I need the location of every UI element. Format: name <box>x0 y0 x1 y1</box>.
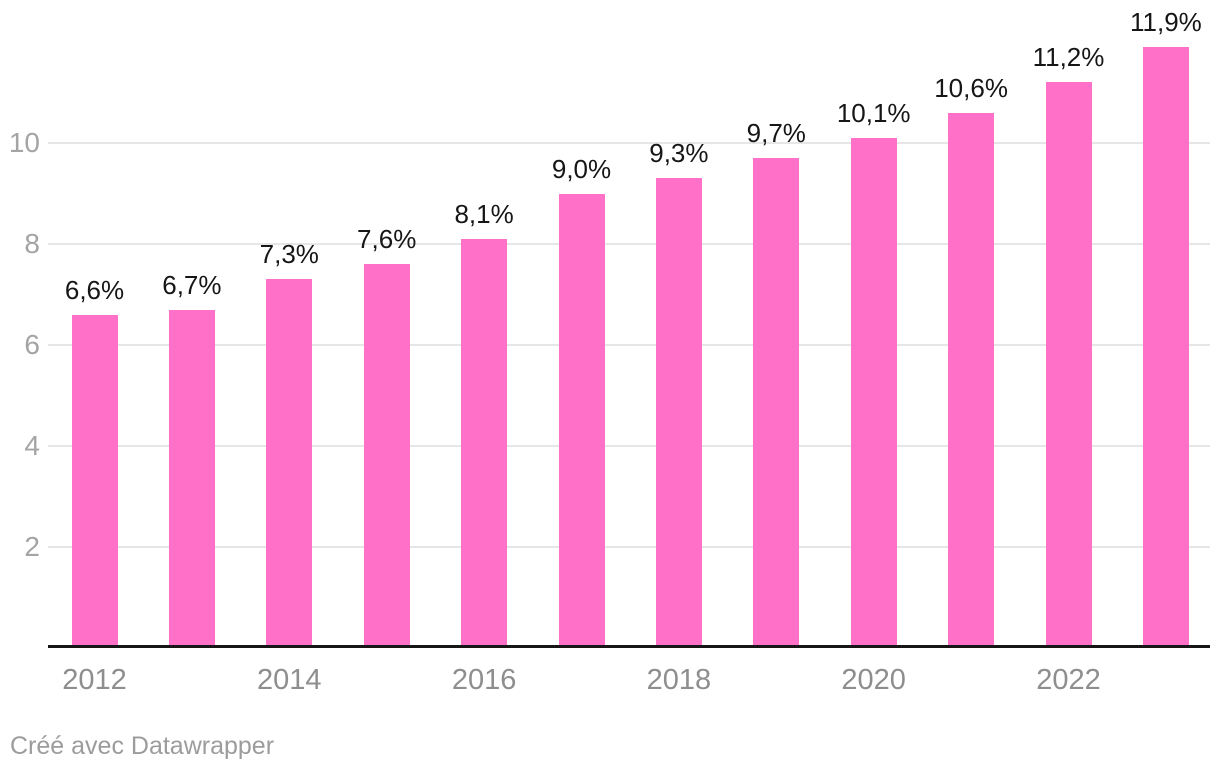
value-label-2014: 7,3% <box>259 239 319 270</box>
value-label-2022: 11,2% <box>1032 42 1105 73</box>
x-tick-label-2022: 2022 <box>1036 664 1101 696</box>
datawrapper-credit-link[interactable]: Créé avec Datawrapper <box>10 732 275 760</box>
bar-2021 <box>948 112 995 648</box>
chart-footer: Créé avec Datawrapper <box>10 731 274 761</box>
bar-2019 <box>753 158 800 648</box>
y-tick-label-8: 8 <box>24 228 40 259</box>
gridline-4 <box>48 445 1210 447</box>
bar-2023 <box>1142 47 1189 648</box>
value-label-2013: 6,7% <box>162 269 222 300</box>
bar-2022 <box>1045 82 1092 648</box>
bar-2015 <box>363 264 410 648</box>
value-label-2020: 10,1% <box>836 97 911 128</box>
x-tick-label-2020: 2020 <box>841 664 906 696</box>
y-tick-label-10: 10 <box>8 127 40 158</box>
x-tick-label-2012: 2012 <box>62 664 127 696</box>
x-axis-line <box>48 645 1210 648</box>
x-tick-label-2016: 2016 <box>451 664 517 696</box>
value-label-2023: 11,9% <box>1129 7 1202 38</box>
bar-2016 <box>461 238 508 648</box>
bar-2013 <box>168 309 215 648</box>
y-tick-label-2: 2 <box>24 531 40 562</box>
gridline-2 <box>48 546 1210 548</box>
y-tick-label-6: 6 <box>24 329 40 360</box>
bar-2020 <box>850 137 897 648</box>
gridline-8 <box>48 243 1210 245</box>
x-tick-label-2018: 2018 <box>646 664 712 696</box>
bar-2018 <box>655 178 702 648</box>
bar-2017 <box>558 193 605 648</box>
gridline-10 <box>48 142 1210 144</box>
value-label-2018: 9,3% <box>649 138 709 169</box>
value-label-2019: 9,7% <box>746 118 806 149</box>
y-tick-label-4: 4 <box>24 430 40 461</box>
bar-2012 <box>71 314 118 648</box>
bar-2014 <box>266 279 313 648</box>
value-label-2015: 7,6% <box>357 224 417 255</box>
value-label-2016: 8,1% <box>454 198 514 229</box>
value-label-2021: 10,6% <box>934 72 1008 103</box>
value-label-2012: 6,6% <box>64 274 125 305</box>
x-tick-label-2014: 2014 <box>257 664 322 696</box>
gridline-6 <box>48 344 1210 346</box>
value-label-2017: 9,0% <box>551 153 612 184</box>
